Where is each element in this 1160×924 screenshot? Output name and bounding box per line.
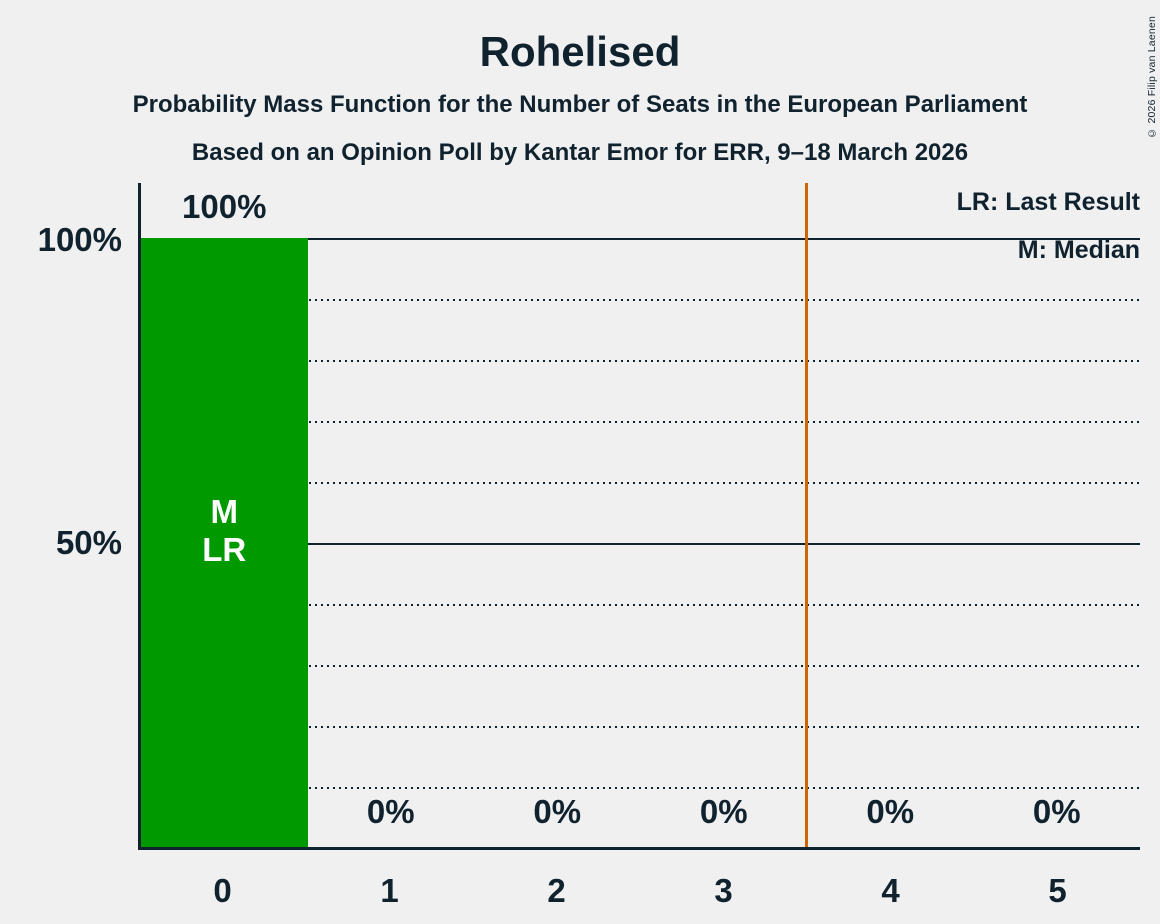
x-tick-label-3: 3 — [714, 872, 733, 909]
value-label-seats-2: 0% — [533, 793, 582, 830]
value-label-seats-5: 0% — [1032, 793, 1081, 830]
majority-threshold-line — [805, 183, 808, 847]
median-marker: M — [210, 493, 239, 530]
gridline-80 — [141, 360, 1140, 362]
copyright-notice: © 2026 Filip van Laenen — [1146, 16, 1158, 139]
gridline-70 — [141, 421, 1140, 423]
y-axis-line — [138, 183, 141, 850]
y-axis-label-50: 50% — [55, 524, 122, 561]
value-label-seats-1: 0% — [366, 793, 415, 830]
x-tick-label-1: 1 — [380, 872, 399, 909]
gridline-50 — [141, 543, 1140, 545]
legend-median: M: Median — [1017, 236, 1140, 264]
gridline-30 — [141, 665, 1140, 667]
bar-annotation-median-lastresult: M LR — [141, 493, 308, 569]
y-axis-label-100: 100% — [37, 221, 122, 258]
x-tick-label-2: 2 — [547, 872, 566, 909]
chart-title: Rohelised — [479, 28, 681, 75]
value-label-seats-4: 0% — [866, 793, 915, 830]
x-tick-label-4: 4 — [881, 872, 900, 909]
chart-subtitle: Probability Mass Function for the Number… — [132, 91, 1028, 118]
gridline-100 — [141, 238, 1140, 240]
x-axis-line — [138, 847, 1140, 850]
bar-seats-0 — [141, 238, 308, 847]
gridline-10 — [141, 787, 1140, 789]
gridline-60 — [141, 482, 1140, 484]
last-result-marker: LR — [202, 531, 247, 568]
value-label-seats-3: 0% — [699, 793, 748, 830]
legend-last-result: LR: Last Result — [956, 188, 1140, 216]
plot-area: M LR 100% 0% 0% 0% 0% 0% — [141, 183, 1140, 847]
gridline-90 — [141, 299, 1140, 301]
x-tick-label-5: 5 — [1048, 872, 1067, 909]
gridline-20 — [141, 726, 1140, 728]
x-tick-label-0: 0 — [213, 872, 232, 909]
value-label-seats-0: 100% — [182, 188, 267, 225]
chart-source-line: Based on an Opinion Poll by Kantar Emor … — [191, 139, 969, 166]
gridline-40 — [141, 604, 1140, 606]
